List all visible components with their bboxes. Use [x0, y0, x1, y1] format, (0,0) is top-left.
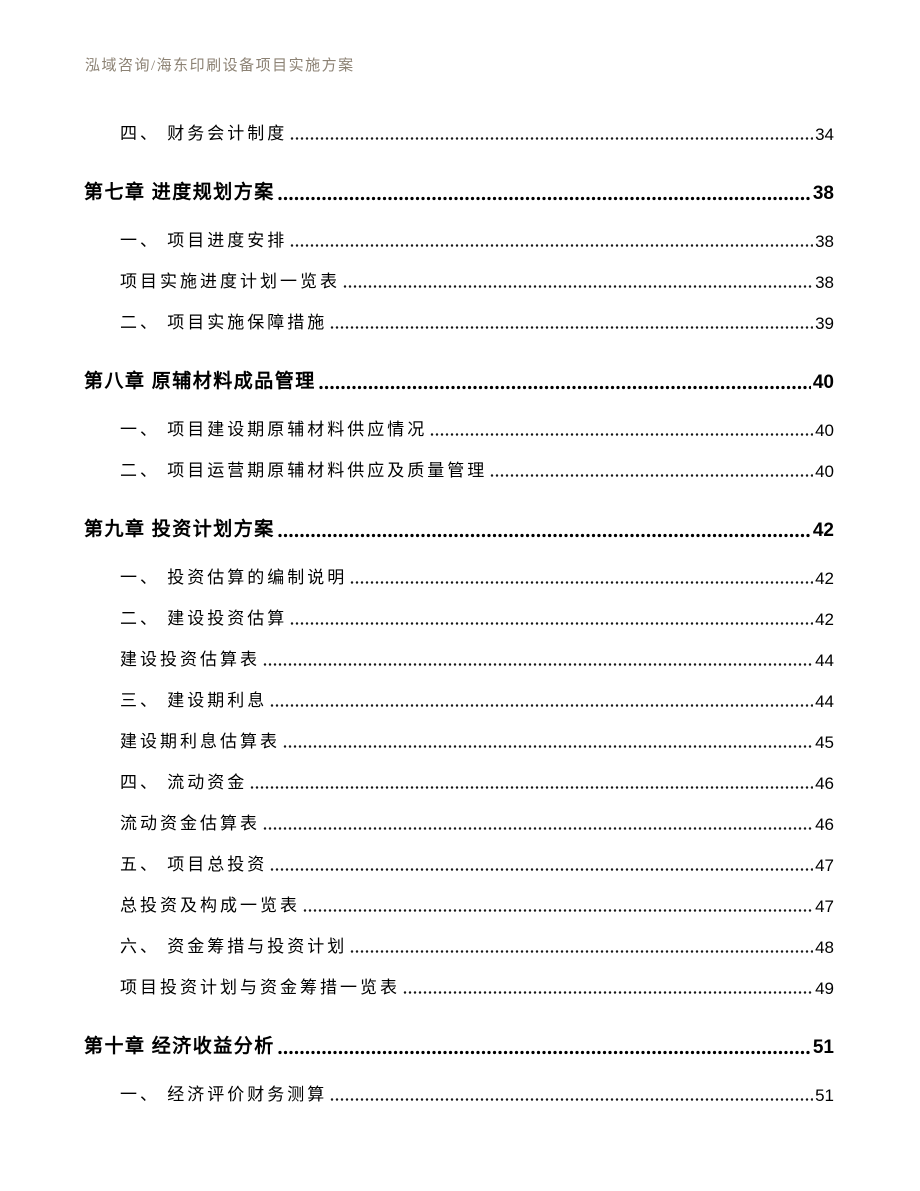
- toc-entry-caption[interactable]: 流动资金估算表 46: [84, 799, 834, 840]
- toc-leader-dots: [490, 473, 814, 478]
- toc-entry-page-number: 46: [815, 815, 834, 834]
- toc-leader-dots: [277, 533, 811, 538]
- toc-entry-title: 一、 项目进度安排: [120, 231, 288, 251]
- toc-entry-page-number: 51: [815, 1086, 834, 1105]
- toc-entry-item[interactable]: 五、 项目总投资 47: [84, 840, 834, 881]
- toc-entry-title: 五、 项目总投资: [120, 855, 268, 875]
- toc-entry-item[interactable]: 一、 项目建设期原辅材料供应情况 40: [84, 405, 834, 446]
- toc-leader-dots: [350, 949, 814, 954]
- toc-entry-page-number: 42: [815, 610, 834, 629]
- toc-entry-caption[interactable]: 建设投资估算表 44: [84, 635, 834, 676]
- toc-leader-dots: [343, 284, 814, 289]
- toc-entry-title: 四、 流动资金: [120, 773, 248, 793]
- toc-leader-dots: [250, 785, 814, 790]
- toc-entry-page-number: 49: [815, 979, 834, 998]
- toc-entry-caption[interactable]: 总投资及构成一览表 47: [84, 881, 834, 922]
- toc-entry-title: 一、 经济评价财务测算: [120, 1085, 328, 1105]
- toc-entry-chapter[interactable]: 第七章 进度规划方案 38: [84, 163, 834, 210]
- toc-leader-dots: [290, 243, 814, 248]
- toc-entry-item[interactable]: 二、 建设投资估算 42: [84, 594, 834, 635]
- toc-entry-chapter[interactable]: 第九章 投资计划方案 42: [84, 500, 834, 547]
- toc-entry-title: 流动资金估算表: [120, 814, 260, 834]
- toc-entry-item[interactable]: 四、 财务会计制度 34: [84, 109, 834, 150]
- toc-entry-title: 第十章 经济收益分析: [84, 1036, 275, 1058]
- toc-leader-dots: [290, 621, 814, 626]
- toc-leader-dots: [430, 432, 814, 437]
- toc-entry-page-number: 34: [815, 125, 834, 144]
- toc-entry-item[interactable]: 四、 流动资金 46: [84, 758, 834, 799]
- toc-entry-item[interactable]: 三、 建设期利息 44: [84, 676, 834, 717]
- toc-entry-page-number: 39: [815, 314, 834, 333]
- toc-entry-title: 二、 项目实施保障措施: [120, 313, 328, 333]
- toc-leader-dots: [277, 1050, 811, 1055]
- toc-entry-page-number: 38: [815, 232, 834, 251]
- toc-entry-title: 第七章 进度规划方案: [84, 182, 275, 204]
- toc-leader-dots: [263, 662, 814, 667]
- document-header-title: 泓域咨询/海东印刷设备项目实施方案: [85, 58, 355, 74]
- toc-entry-page-number: 47: [815, 856, 834, 875]
- toc-entry-title: 二、 建设投资估算: [120, 609, 288, 629]
- toc-entry-title: 一、 投资估算的编制说明: [120, 568, 348, 588]
- toc-entry-page-number: 47: [815, 897, 834, 916]
- toc-entry-chapter[interactable]: 第八章 原辅材料成品管理 40: [84, 352, 834, 399]
- toc-entry-title: 项目实施进度计划一览表: [120, 272, 340, 292]
- toc-entry-item[interactable]: 一、 项目进度安排 38: [84, 216, 834, 257]
- toc-leader-dots: [263, 826, 814, 831]
- toc-entry-title: 三、 建设期利息: [120, 691, 268, 711]
- toc-entry-title: 第九章 投资计划方案: [84, 519, 275, 541]
- toc-entry-page-number: 38: [812, 183, 834, 204]
- toc-entry-page-number: 40: [815, 462, 834, 481]
- toc-entry-page-number: 51: [812, 1037, 834, 1058]
- toc-entry-page-number: 40: [812, 372, 834, 393]
- toc-entry-page-number: 45: [815, 733, 834, 752]
- toc-entry-caption[interactable]: 项目投资计划与资金筹措一览表 49: [84, 963, 834, 1004]
- toc-leader-dots: [290, 136, 814, 141]
- toc-entry-page-number: 42: [815, 569, 834, 588]
- toc-entry-title: 一、 项目建设期原辅材料供应情况: [120, 420, 428, 440]
- toc-entry-title: 第八章 原辅材料成品管理: [84, 371, 316, 393]
- toc-leader-dots: [330, 1097, 814, 1102]
- toc-entry-item[interactable]: 二、 项目实施保障措施 39: [84, 298, 834, 339]
- toc-entry-title: 建设投资估算表: [120, 650, 260, 670]
- toc-entry-item[interactable]: 六、 资金筹措与投资计划 48: [84, 922, 834, 963]
- toc-entry-caption[interactable]: 项目实施进度计划一览表 38: [84, 257, 834, 298]
- toc-entry-title: 项目投资计划与资金筹措一览表: [120, 978, 400, 998]
- toc-leader-dots: [277, 196, 811, 201]
- toc-leader-dots: [318, 385, 811, 390]
- toc-entry-page-number: 44: [815, 651, 834, 670]
- toc-entry-item[interactable]: 一、 投资估算的编制说明 42: [84, 553, 834, 594]
- toc-entry-caption[interactable]: 建设期利息估算表 45: [84, 717, 834, 758]
- toc-leader-dots: [350, 580, 814, 585]
- toc-entry-page-number: 48: [815, 938, 834, 957]
- toc-entry-page-number: 46: [815, 774, 834, 793]
- toc-entry-title: 四、 财务会计制度: [120, 124, 288, 144]
- toc-entry-title: 建设期利息估算表: [120, 732, 280, 752]
- toc-leader-dots: [403, 990, 814, 995]
- toc-leader-dots: [270, 703, 814, 708]
- toc-leader-dots: [330, 325, 814, 330]
- toc-entry-title: 二、 项目运营期原辅材料供应及质量管理: [120, 461, 488, 481]
- toc-leader-dots: [270, 867, 814, 872]
- toc-entry-page-number: 44: [815, 692, 834, 711]
- toc-entry-chapter[interactable]: 第十章 经济收益分析 51: [84, 1017, 834, 1064]
- toc-leader-dots: [283, 744, 814, 749]
- toc-entry-title: 总投资及构成一览表: [120, 896, 300, 916]
- toc-leader-dots: [303, 908, 814, 913]
- toc-entry-title: 六、 资金筹措与投资计划: [120, 937, 348, 957]
- toc-entry-page-number: 40: [815, 421, 834, 440]
- toc-entry-page-number: 42: [812, 520, 834, 541]
- toc-entry-item[interactable]: 二、 项目运营期原辅材料供应及质量管理 40: [84, 446, 834, 487]
- toc-entry-page-number: 38: [815, 273, 834, 292]
- toc-entry-item[interactable]: 一、 经济评价财务测算 51: [84, 1070, 834, 1111]
- table-of-contents: 四、 财务会计制度 34 第七章 进度规划方案 38 一、 项目进度安排 38 项目实施进度…: [0, 109, 920, 1111]
